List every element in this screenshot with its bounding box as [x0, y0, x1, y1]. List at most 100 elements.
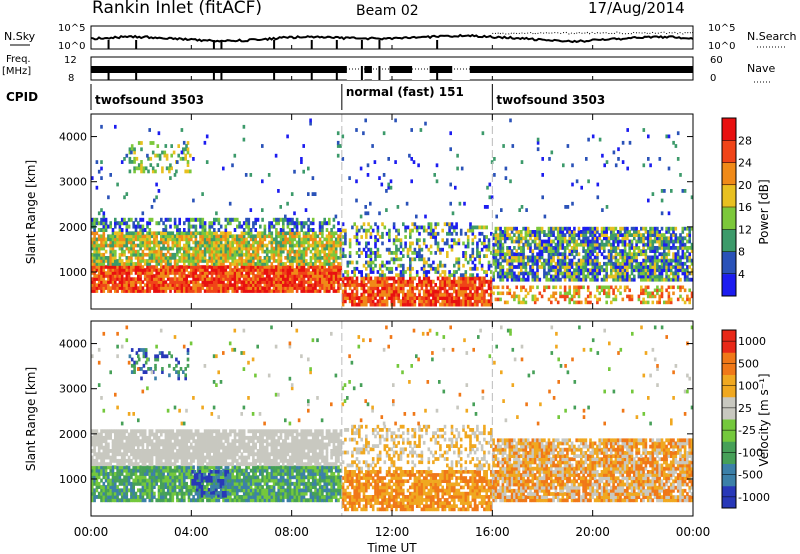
power-cell	[469, 225, 472, 230]
power-cell	[203, 268, 207, 272]
power-cell	[547, 297, 551, 302]
power-cell	[275, 237, 278, 242]
power-cell	[669, 300, 673, 305]
power-cell	[233, 289, 237, 293]
power-cell	[501, 252, 505, 257]
power-cell	[240, 234, 244, 239]
power-cell	[543, 261, 546, 266]
power-cell	[116, 243, 119, 248]
power-cell	[190, 262, 193, 266]
power-cell	[173, 217, 177, 222]
power-cell	[556, 252, 560, 257]
power-cell	[180, 246, 184, 251]
power-cell	[492, 255, 495, 260]
power-cell	[658, 288, 661, 293]
power-cell	[169, 224, 172, 229]
power-cell	[566, 291, 569, 296]
power-cell	[371, 283, 375, 287]
power-cell	[180, 271, 184, 275]
power-cell	[353, 292, 356, 297]
power-cell	[311, 176, 315, 180]
power-cell	[494, 285, 498, 290]
power-cell	[256, 262, 260, 266]
power-cell	[362, 263, 366, 268]
power-cell	[288, 231, 292, 236]
nave-label: Nave	[747, 62, 775, 75]
power-cell	[252, 259, 255, 263]
power-cell	[667, 166, 671, 171]
power-cell	[462, 279, 465, 284]
power-cell	[139, 234, 142, 239]
power-cell	[409, 299, 412, 304]
power-cell	[427, 225, 431, 230]
power-cell	[226, 240, 230, 245]
power-cell	[459, 231, 463, 236]
power-cell	[97, 274, 101, 278]
power-cell	[100, 256, 103, 260]
power-cell	[190, 234, 193, 239]
power-cell	[388, 235, 391, 239]
power-cell	[169, 237, 172, 242]
power-cell	[339, 144, 342, 148]
power-cell	[245, 217, 248, 222]
power-cell	[107, 195, 110, 200]
power-cell	[446, 276, 449, 281]
power-cell	[201, 277, 205, 281]
power-cell	[552, 291, 555, 296]
power-cell	[259, 224, 262, 229]
power-cell	[515, 258, 518, 263]
power-cell	[201, 259, 205, 263]
power-cell	[295, 283, 299, 287]
power-cell	[288, 246, 292, 251]
power-cell	[658, 300, 661, 305]
power-cell	[418, 257, 421, 262]
velocity-cell	[95, 488, 99, 493]
power-cell	[180, 252, 184, 257]
power-cell	[282, 246, 285, 251]
power-cell	[272, 256, 276, 260]
power-cell	[660, 291, 664, 296]
velocity-cell	[116, 472, 119, 476]
power-cell	[469, 286, 472, 291]
power-cell	[155, 234, 158, 239]
power-cell	[346, 273, 350, 278]
power-cell	[128, 147, 132, 152]
power-cell	[309, 283, 313, 287]
power-cell	[676, 157, 680, 161]
power-cell	[454, 185, 457, 190]
velocity-cell	[102, 481, 106, 486]
power-cell	[127, 234, 131, 239]
power-cell	[499, 236, 502, 241]
power-cell	[596, 261, 599, 266]
power-cell	[394, 118, 397, 123]
power-cell	[471, 273, 475, 278]
power-cell	[307, 277, 310, 281]
power-cell	[184, 156, 187, 161]
power-cell	[538, 233, 542, 237]
power-cell	[596, 271, 599, 276]
power-cell	[339, 249, 343, 254]
power-cell	[100, 221, 103, 226]
power-cell	[369, 231, 373, 236]
power-cell	[187, 286, 191, 290]
power-cell	[503, 300, 507, 305]
power-cell	[270, 221, 274, 226]
power-cell	[381, 286, 384, 291]
power-cell	[494, 226, 498, 231]
power-cell	[480, 283, 484, 287]
power-cell	[362, 292, 366, 297]
power-cell	[298, 274, 301, 278]
power-cell	[140, 166, 143, 171]
power-cell	[146, 246, 149, 251]
power-cell	[321, 249, 324, 254]
power-cell	[309, 271, 313, 275]
power-cell	[254, 217, 257, 222]
power-cell	[268, 271, 271, 275]
power-cell	[536, 258, 539, 263]
power-cell	[348, 244, 352, 249]
power-cell	[429, 231, 433, 236]
power-cell	[399, 283, 403, 287]
power-cell	[517, 230, 521, 234]
power-cell	[199, 234, 202, 239]
power-cell	[683, 277, 687, 282]
